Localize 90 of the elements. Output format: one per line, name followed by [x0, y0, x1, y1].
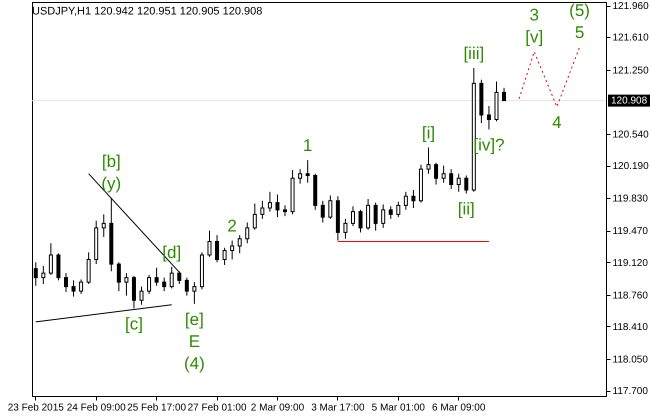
- candlestick: [320, 200, 325, 223]
- candlestick: [72, 280, 76, 298]
- annotation: [v]: [525, 28, 544, 47]
- candlestick: [252, 203, 257, 230]
- annotation: (y): [101, 174, 122, 194]
- y-tick-label: 118.050: [612, 354, 648, 366]
- y-tick-label: 117.700: [612, 386, 648, 398]
- y-tick-label: 119.830: [612, 194, 648, 205]
- annotation: 2: [227, 216, 237, 236]
- candlestick: [140, 286, 144, 306]
- y-tick-label: 121.960: [612, 1, 650, 12]
- annotation: [e]: [184, 310, 204, 329]
- candlestick: [207, 230, 212, 258]
- annotation: E: [188, 332, 200, 351]
- candlestick: [215, 234, 220, 263]
- candlestick: [464, 175, 468, 194]
- x-tick-label: 2 Mar 09:00: [250, 402, 305, 414]
- y-tick-label: 120.540: [612, 129, 650, 140]
- annotation: 3: [530, 6, 539, 25]
- candlestick: [350, 206, 355, 227]
- x-tick-label: 5 Mar 01:00: [372, 402, 426, 414]
- candlestick: [154, 267, 159, 286]
- candlestick: [275, 194, 280, 218]
- candlestick: [411, 189, 416, 209]
- candlestick: [442, 165, 446, 184]
- candlestick: [48, 242, 53, 276]
- annotation: (4): [184, 354, 205, 373]
- candlestick: [230, 240, 234, 260]
- x-tick-label: 24 Feb 09:00: [66, 402, 126, 414]
- candlestick: [192, 282, 196, 304]
- x-tick-label: 6 Mar 09:00: [432, 402, 486, 414]
- candlestick: [502, 87, 506, 102]
- x-tick-label: 25 Feb 17:00: [127, 402, 187, 414]
- candlestick: [449, 168, 454, 190]
- annotation: [iii]: [463, 44, 484, 63]
- annotation: [b]: [102, 152, 121, 172]
- candlestick: [426, 146, 431, 174]
- chart-title: USDJPY,H1 120.942 120.951 120.905 120.908: [32, 6, 262, 18]
- candlestick: [306, 160, 310, 184]
- candlestick: [374, 202, 378, 232]
- candlestick: [170, 266, 174, 289]
- annotation: 4: [552, 112, 562, 132]
- candlestick: [184, 277, 189, 296]
- candlestick: [268, 191, 272, 212]
- candlestick: [79, 278, 84, 294]
- candlestick: [328, 194, 332, 220]
- annotation: [ii]: [458, 200, 475, 219]
- annotation: (5): [569, 1, 590, 20]
- y-tick-label: 118.410: [612, 322, 648, 333]
- y-tick-label: 121.610: [612, 32, 650, 44]
- candlestick: [298, 168, 302, 184]
- candlestick: [366, 198, 370, 230]
- candlestick: [358, 209, 363, 233]
- candlestick: [388, 206, 393, 220]
- candlestick: [396, 201, 400, 218]
- x-tick-label: 3 Mar 17:00: [311, 402, 365, 414]
- candlestick: [147, 274, 152, 294]
- x-tick-label: 27 Feb 01:00: [188, 402, 247, 414]
- candlestick: [404, 191, 408, 210]
- candlestick: [456, 173, 461, 192]
- candlestick: [434, 162, 438, 186]
- annotation: [d]: [162, 242, 182, 262]
- candlestick: [245, 222, 250, 244]
- candlestick: [486, 105, 491, 130]
- y-tick-label: 120.190: [612, 161, 650, 172]
- annotation: [i]: [422, 123, 436, 142]
- line-series: [518, 46, 580, 108]
- candlestick: [56, 252, 60, 281]
- candlestick: [41, 265, 46, 284]
- candlestick: [260, 200, 264, 220]
- y-tick-label: 121.250: [612, 65, 650, 76]
- candlestick: [116, 262, 121, 292]
- candlestick: [238, 234, 242, 254]
- candlestick: [124, 272, 128, 296]
- y-tick-label: 119.470: [612, 226, 648, 238]
- candlestick: [381, 204, 386, 228]
- annotation: 1: [302, 136, 312, 156]
- candlestick: [102, 214, 106, 238]
- annotation: 5: [574, 23, 584, 42]
- candlestick: [283, 204, 288, 217]
- candlestick: [86, 252, 91, 284]
- x-tick-label: 23 Feb 2015: [8, 402, 64, 414]
- candlestick: [162, 277, 166, 292]
- annotation: [c]: [124, 314, 143, 334]
- candlestick: [222, 247, 227, 266]
- candlestick: [343, 218, 348, 240]
- y-tick-label: 119.120: [612, 258, 648, 269]
- candlestick: [64, 272, 68, 293]
- ref-line-label: 120.908: [611, 96, 648, 107]
- y-tick-label: 118.760: [612, 290, 648, 302]
